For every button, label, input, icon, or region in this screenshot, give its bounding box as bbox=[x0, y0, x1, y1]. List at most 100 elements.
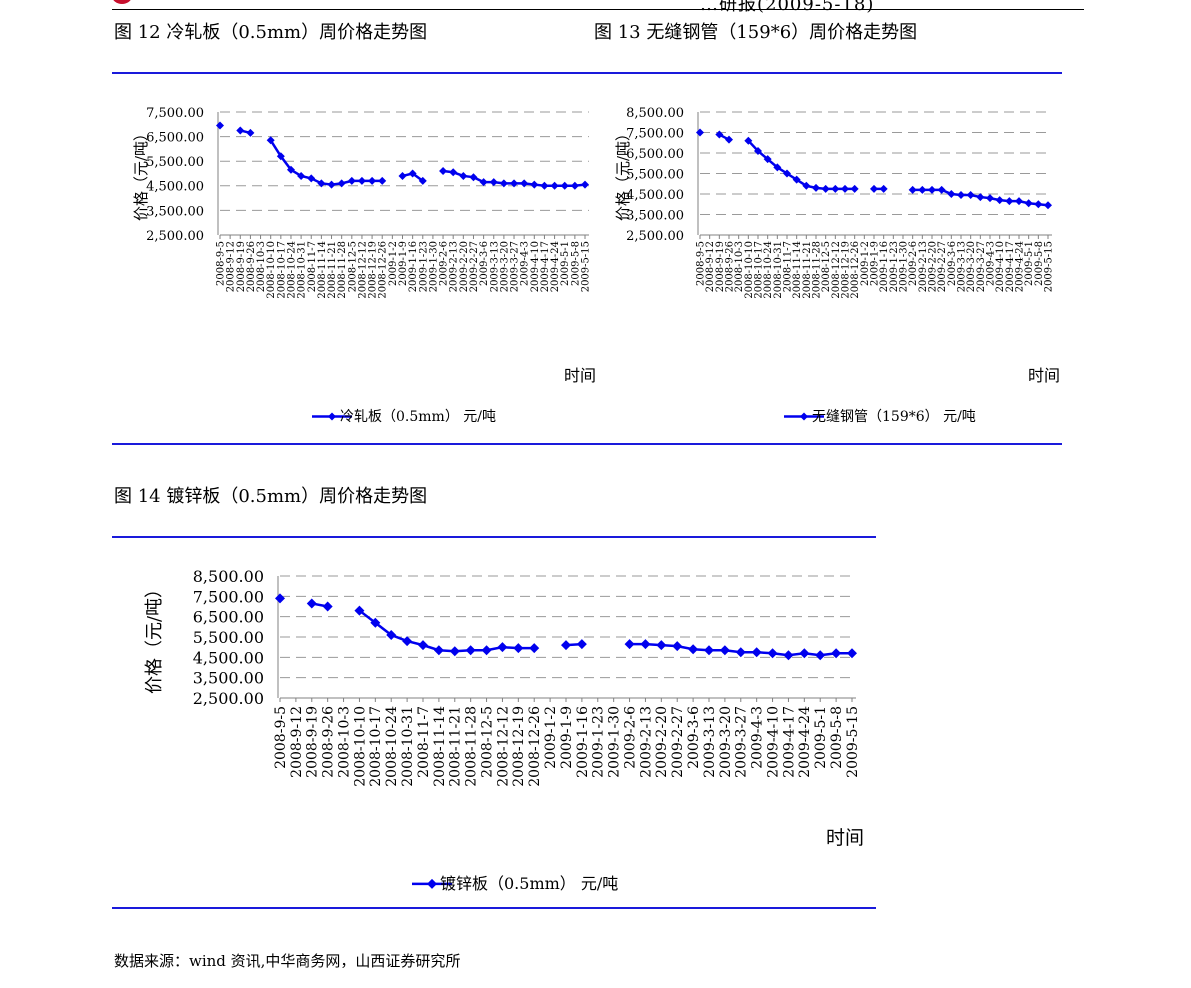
data-point bbox=[540, 181, 549, 190]
x-tick-label: 2009-2-6 bbox=[908, 241, 919, 286]
x-tick-label: 2008-9-26 bbox=[246, 241, 257, 292]
data-point bbox=[744, 136, 753, 145]
data-point bbox=[870, 184, 878, 193]
data-point bbox=[479, 178, 488, 187]
x-tick-label: 2008-11-7 bbox=[416, 706, 432, 778]
data-point bbox=[576, 639, 587, 650]
x-tick-label: 2009-5-8 bbox=[1034, 241, 1045, 286]
x-tick-label: 2009-1-16 bbox=[575, 706, 591, 778]
x-tick-label: 2009-1-23 bbox=[591, 706, 607, 778]
legend-marker bbox=[328, 412, 336, 421]
data-point bbox=[418, 176, 427, 185]
data-point bbox=[368, 176, 377, 185]
x-tick-label: 2008-10-10 bbox=[744, 241, 755, 299]
data-point bbox=[449, 168, 458, 177]
data-point bbox=[847, 648, 857, 659]
x-tick-label: 2009-2-13 bbox=[638, 706, 654, 778]
data-point bbox=[499, 179, 508, 188]
data-point bbox=[799, 648, 810, 659]
x-tick-label: 2008-9-5 bbox=[273, 706, 289, 769]
x-tick-label: 2008-11-28 bbox=[812, 241, 823, 299]
legend-label: 镀锌板（0.5mm） 元/吨 bbox=[440, 874, 618, 893]
x-tick-label: 2008-11-21 bbox=[448, 706, 464, 787]
x-tick-label: 2009-1-23 bbox=[889, 241, 900, 292]
x-tick-label: 2009-5-8 bbox=[829, 706, 845, 769]
data-point bbox=[656, 640, 667, 651]
x-tick-label: 2008-9-26 bbox=[725, 241, 736, 292]
x-tick-label: 2008-12-5 bbox=[347, 241, 358, 292]
data-point bbox=[370, 617, 381, 628]
header-fragment: …研报(2009-5-18) bbox=[700, 0, 875, 15]
x-tick-label: 2009-5-1 bbox=[560, 241, 571, 286]
x-tick-label: 2009-3-13 bbox=[702, 706, 718, 778]
legend-label: 冷轧板（0.5mm） 元/吨 bbox=[340, 409, 496, 425]
x-tick-label: 2009-4-17 bbox=[540, 241, 551, 292]
x-tick-label: 2009-1-2 bbox=[543, 706, 559, 769]
x-tick-label: 2008-12-5 bbox=[479, 706, 495, 778]
x-tick-label: 2008-9-12 bbox=[705, 241, 716, 292]
y-tick-label: 8,500.00 bbox=[626, 106, 684, 121]
data-point bbox=[469, 173, 478, 182]
x-tick-label: 2009-5-1 bbox=[813, 706, 829, 769]
x-tick-label: 2009-2-20 bbox=[654, 706, 670, 778]
data-point bbox=[696, 128, 704, 137]
y-tick-label: 8,500.00 bbox=[193, 567, 264, 586]
data-point bbox=[286, 165, 295, 174]
x-tick-label: 2008-10-24 bbox=[384, 706, 400, 787]
x-tick-label: 2009-3-20 bbox=[966, 241, 977, 292]
data-point bbox=[307, 174, 316, 183]
x-tick-label: 2009-2-6 bbox=[439, 241, 450, 286]
x-tick-label: 2008-9-19 bbox=[305, 706, 321, 778]
data-point bbox=[322, 601, 333, 612]
data-point bbox=[354, 605, 365, 616]
x-axis-label: 时间 bbox=[1028, 366, 1060, 385]
data-point bbox=[976, 193, 985, 202]
x-tick-label: 2009-1-23 bbox=[418, 241, 429, 292]
x-tick-label: 2009-3-27 bbox=[976, 241, 987, 292]
x-tick-label: 2008-12-12 bbox=[357, 241, 368, 299]
data-point bbox=[821, 184, 830, 193]
data-point bbox=[879, 184, 888, 193]
data-point bbox=[439, 167, 448, 176]
data-point bbox=[297, 171, 306, 180]
y-tick-label: 6,500.00 bbox=[146, 131, 204, 146]
data-point bbox=[378, 176, 387, 185]
data-point bbox=[408, 169, 417, 178]
x-tick-label: 2008-12-26 bbox=[850, 241, 861, 299]
data-point bbox=[357, 176, 366, 185]
x-tick-label: 2008-9-19 bbox=[236, 241, 247, 292]
data-point bbox=[624, 639, 635, 650]
x-tick-label: 2009-5-1 bbox=[1024, 241, 1035, 286]
series-line bbox=[747, 139, 855, 191]
data-point bbox=[850, 184, 859, 193]
x-tick-label: 2009-3-20 bbox=[718, 706, 734, 778]
y-tick-label: 2,500.00 bbox=[146, 229, 204, 244]
data-point bbox=[1015, 197, 1023, 206]
data-point bbox=[1034, 200, 1043, 209]
x-tick-label: 2009-1-30 bbox=[899, 241, 910, 292]
data-point bbox=[581, 180, 589, 189]
data-point bbox=[957, 191, 965, 200]
data-point bbox=[1005, 197, 1014, 206]
x-tick-label: 2008-9-12 bbox=[289, 706, 305, 778]
data-point bbox=[236, 126, 245, 135]
data-point bbox=[986, 194, 994, 203]
x-tick-label: 2009-1-9 bbox=[870, 241, 881, 286]
x-tick-label: 2008-12-12 bbox=[831, 241, 842, 299]
figure-row-top-rule bbox=[112, 72, 1062, 74]
data-point bbox=[767, 648, 778, 659]
data-point bbox=[719, 645, 730, 656]
data-point bbox=[812, 183, 820, 192]
data-point bbox=[266, 136, 275, 145]
data-point bbox=[398, 171, 407, 180]
data-point bbox=[561, 640, 571, 651]
x-tick-label: 2009-3-27 bbox=[510, 241, 521, 292]
y-tick-label: 7,500.00 bbox=[626, 126, 684, 141]
x-tick-label: 2008-9-12 bbox=[226, 241, 237, 292]
x-tick-label: 2009-1-2 bbox=[388, 241, 399, 286]
x-tick-label: 2009-1-2 bbox=[860, 241, 871, 286]
y-tick-label: 2,500.00 bbox=[626, 229, 684, 244]
y-tick-label: 6,500.00 bbox=[626, 147, 684, 162]
data-point bbox=[783, 169, 791, 178]
data-point bbox=[792, 175, 801, 184]
